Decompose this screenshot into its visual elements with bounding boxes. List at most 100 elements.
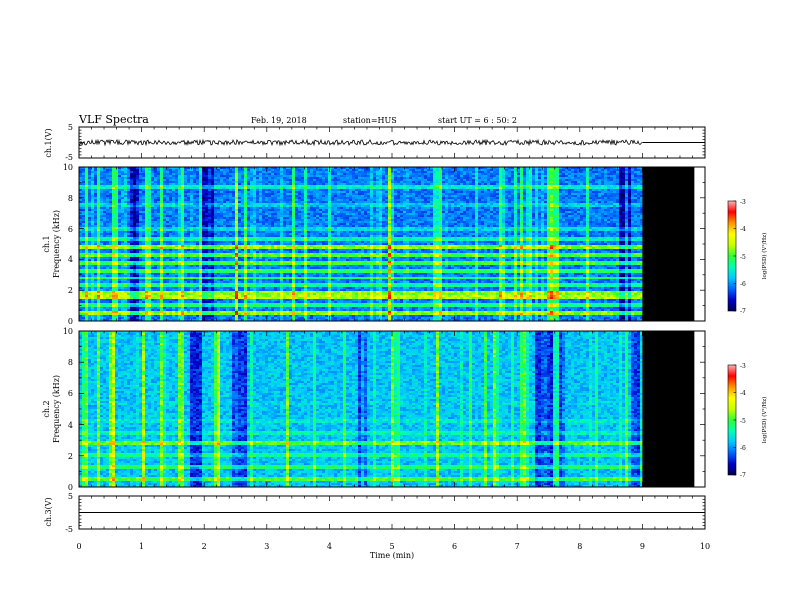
spectrogram-cell [208, 207, 212, 210]
spectrogram-cell [322, 185, 326, 188]
spectrogram-cell [625, 185, 629, 188]
spectrogram-cell [490, 171, 494, 174]
spectrogram-cell [592, 213, 596, 216]
spectrogram-cell [436, 213, 440, 216]
spectrogram-cell [328, 175, 332, 178]
spectrogram-cell [130, 207, 134, 210]
spectrogram-cell [277, 171, 281, 174]
spectrogram-cell [304, 201, 308, 204]
spectrogram-cell [562, 169, 566, 172]
spectrogram-cell [322, 183, 326, 186]
spectrogram-cell [577, 203, 581, 206]
spectrogram-cell [640, 181, 643, 184]
spectrogram-cell [328, 173, 332, 176]
spectrogram-cell [136, 169, 140, 172]
spectrogram-cell [130, 197, 134, 200]
spectrogram-cell [508, 217, 512, 220]
spectrogram-cell [502, 195, 506, 198]
spectrogram-cell [610, 199, 614, 202]
spectrogram-cell [496, 177, 500, 180]
spectrogram-cell [583, 207, 587, 210]
spectrogram-cell [406, 211, 410, 214]
spectrogram-cell [475, 201, 479, 204]
spectrogram-cell [277, 175, 281, 178]
spectrogram-cell [433, 183, 437, 186]
spectrogram-cell [469, 197, 473, 200]
spectrogram-cell [295, 175, 299, 178]
spectrogram-cell [106, 197, 110, 200]
spectrogram-cell [346, 199, 350, 202]
spectrogram-cell [577, 209, 581, 212]
spectrogram-cell [268, 211, 272, 214]
spectrogram-cell [337, 181, 341, 184]
spectrogram-cell [634, 211, 638, 214]
spectrogram-cell [448, 185, 452, 188]
spectrogram-cell [184, 203, 188, 206]
spectrogram-cell [289, 177, 293, 180]
spectrogram-cell [148, 183, 152, 186]
spectrogram-cell [343, 203, 347, 206]
spectrogram-cell [436, 197, 440, 200]
spectrogram-cell [133, 183, 137, 186]
spectrogram-cell [619, 179, 623, 182]
spectrogram-cell [373, 185, 377, 188]
spectrogram-cell [574, 215, 578, 218]
spectrogram-cell [286, 171, 290, 174]
spectrogram-cell [130, 177, 134, 180]
spectrogram-cell [532, 209, 536, 212]
spectrogram-cell [196, 195, 200, 198]
spectrogram-cell [508, 167, 512, 170]
spectrogram-cell [187, 195, 191, 198]
spectrogram-cell [406, 199, 410, 202]
spectrogram-cell [193, 203, 197, 206]
spectrogram-cell [172, 201, 176, 204]
spectrogram-cell [301, 197, 305, 200]
spectrogram-cell [475, 213, 479, 216]
spectrogram-cell [247, 179, 251, 182]
spectrogram-cell [520, 203, 524, 206]
spectrogram-cell [178, 179, 182, 182]
spectrogram-cell [175, 197, 179, 200]
spectrogram-cell [553, 197, 557, 200]
spectrogram-cell [430, 195, 434, 198]
spectrogram-cell [214, 209, 218, 212]
spectrogram-cell [355, 179, 359, 182]
spectrogram-cell [325, 175, 329, 178]
spectrogram-cell [394, 217, 398, 220]
spectrogram-cell [589, 213, 593, 216]
spectrogram-cell [514, 183, 518, 186]
spectrogram-cell [292, 171, 296, 174]
spectrogram-cell [481, 217, 485, 220]
spectrogram-cell [577, 211, 581, 214]
spectrogram-cell [358, 187, 362, 190]
spectrogram-cell [556, 215, 560, 218]
spectrogram-cell [526, 185, 530, 188]
spectrogram-cell [223, 195, 227, 198]
spectrogram-cell [376, 177, 380, 180]
spectrogram-cell [310, 213, 314, 216]
spectrogram-cell [451, 179, 455, 182]
spectrogram-cell [268, 209, 272, 212]
spectrogram-cell [400, 185, 404, 188]
spectrogram-cell [256, 213, 260, 216]
spectrogram-cell [85, 215, 89, 218]
spectrogram-cell [163, 195, 167, 198]
spectrogram-cell [388, 215, 392, 218]
spectrogram-cell [631, 213, 635, 216]
spectrogram-cell [616, 195, 620, 198]
spectrogram-cell [574, 181, 578, 184]
spectrogram-cell [202, 199, 206, 202]
spectrogram-cell [175, 171, 179, 174]
spectrogram-cell [445, 181, 449, 184]
spectrogram-cell [436, 201, 440, 204]
spectrogram-cell [565, 207, 569, 210]
spectrogram-cell [235, 175, 239, 178]
spectrogram-cell [307, 187, 311, 190]
spectrogram-cell [463, 179, 467, 182]
spectrogram-cell [421, 197, 425, 200]
spectrogram-cell [577, 215, 581, 218]
spectrogram-cell [388, 181, 392, 184]
spectrogram-cell [430, 197, 434, 200]
spectrogram-cell [154, 197, 158, 200]
spectrogram-cell [103, 183, 107, 186]
